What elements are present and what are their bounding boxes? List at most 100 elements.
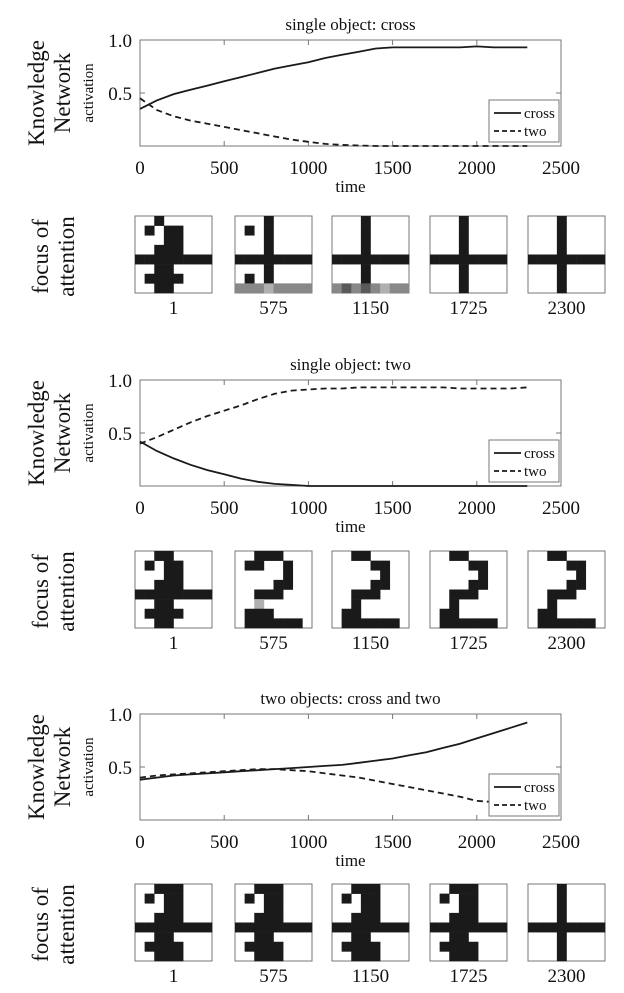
- pixel-cell: [537, 618, 548, 629]
- series-line-two: [139, 386, 528, 445]
- pixel-cell: [163, 283, 174, 294]
- pixel-cell: [478, 570, 489, 581]
- pixel-cell: [360, 254, 371, 265]
- pixel-cell: [154, 273, 165, 284]
- pixel-cell: [173, 570, 184, 581]
- pixel-cell: [163, 922, 174, 933]
- pixel-cell: [468, 560, 479, 571]
- pixel-cell: [135, 589, 145, 600]
- legend-label-two: two: [524, 464, 547, 480]
- pixel-cell: [458, 551, 469, 561]
- pixel-cell: [135, 254, 145, 265]
- pixel-cell: [458, 903, 469, 914]
- pixel-cell: [576, 922, 587, 933]
- pixel-cell: [556, 893, 567, 904]
- legend-box: [488, 439, 560, 483]
- pixel-cell: [399, 922, 410, 933]
- legend-box: [488, 773, 560, 817]
- attention-label-line1: focus of: [28, 887, 53, 962]
- pixel-cell: [254, 551, 265, 561]
- pixel-cell: [399, 254, 410, 265]
- series-line-cross: [139, 45, 528, 110]
- frame-time-label: 1: [169, 633, 179, 654]
- legend: cross two: [488, 773, 560, 817]
- pixel-cell: [154, 618, 165, 629]
- pixel-cell: [430, 254, 440, 265]
- pixel-cell: [144, 893, 155, 904]
- pixel-cell: [292, 283, 303, 294]
- pixel-cell: [254, 922, 265, 933]
- pixel-cell: [380, 570, 391, 581]
- frame-time-label: 1725: [450, 633, 488, 654]
- pixel-cell: [273, 618, 284, 629]
- pixel-cell: [556, 932, 567, 943]
- chart-panel-3: two objects: cross and two 0.5 1.0 0 500 1000…: [24, 689, 580, 870]
- pixel-cell: [302, 283, 313, 294]
- attention-frame: 575: [234, 215, 313, 319]
- legend: cross two: [488, 439, 560, 483]
- pixel-cell: [449, 932, 460, 943]
- pixel-cell: [360, 589, 371, 600]
- pixel-cell: [370, 903, 381, 914]
- pixel-cell: [154, 608, 165, 619]
- pixel-cell: [478, 254, 489, 265]
- pixel-cell: [154, 932, 165, 943]
- pixel-cell: [154, 599, 165, 610]
- pixel-cell: [370, 912, 381, 923]
- pixel-cell: [439, 254, 450, 265]
- pixel-cell: [351, 589, 362, 600]
- pixel-cell: [468, 893, 479, 904]
- attention-row-1: focus of attention 1 575 1150 1725 2300: [28, 215, 606, 319]
- pixel-cell: [244, 618, 255, 629]
- pixel-cell: [154, 922, 165, 933]
- pixel-cell: [163, 893, 174, 904]
- pixel-cell: [351, 922, 362, 933]
- pixel-cell: [183, 922, 194, 933]
- y-axis-label-line2: Network: [50, 726, 75, 807]
- x-tick-label: 2000: [458, 158, 496, 179]
- pixel-cell: [254, 560, 265, 571]
- y-axis-label-line2: Network: [50, 392, 75, 473]
- pixel-cell: [389, 618, 400, 629]
- pixel-cell: [292, 922, 303, 933]
- pixel-cell: [254, 283, 265, 294]
- pixel-cell: [370, 922, 381, 933]
- pixel-cell: [292, 254, 303, 265]
- pixel-cell: [380, 254, 391, 265]
- pixel-cell: [244, 254, 255, 265]
- x-tick-label: 2000: [458, 832, 496, 853]
- pixel-cell: [254, 941, 265, 952]
- pixel-cell: [458, 283, 469, 294]
- pixel-cell: [283, 560, 294, 571]
- pixel-cell: [468, 589, 479, 600]
- y-tick-label: 1.0: [108, 371, 132, 392]
- pixel-cell: [263, 273, 274, 284]
- pixel-cell: [163, 608, 174, 619]
- pixel-cell: [154, 884, 165, 894]
- pixel-cell: [566, 579, 577, 590]
- pixel-cell: [360, 903, 371, 914]
- pixel-cell: [547, 922, 558, 933]
- legend: cross two: [488, 99, 560, 143]
- pixel-cell: [144, 608, 155, 619]
- legend-label-two: two: [524, 124, 547, 140]
- pixel-cell: [163, 932, 174, 943]
- pixel-cell: [263, 216, 274, 226]
- frame-time-label: 575: [259, 633, 288, 654]
- pixel-cell: [556, 551, 567, 561]
- pixel-cell: [173, 225, 184, 236]
- pixel-cell: [449, 618, 460, 629]
- pixel-cell: [163, 579, 174, 590]
- pixel-cell: [263, 941, 274, 952]
- series-line-cross: [139, 440, 528, 487]
- pixel-cell: [144, 589, 155, 600]
- pixel-cell: [341, 283, 352, 294]
- frame-time-label: 1: [169, 298, 179, 319]
- x-axis-label: time: [335, 177, 365, 196]
- pixel-cell: [449, 941, 460, 952]
- chart-panel-2: single object: two 0.5 1.0 0 500 1000 1500 2000…: [24, 355, 580, 536]
- pixel-cell: [244, 941, 255, 952]
- pixel-cell: [556, 273, 567, 284]
- pixel-cell: [360, 922, 371, 933]
- attention-frame: 1725: [429, 550, 508, 654]
